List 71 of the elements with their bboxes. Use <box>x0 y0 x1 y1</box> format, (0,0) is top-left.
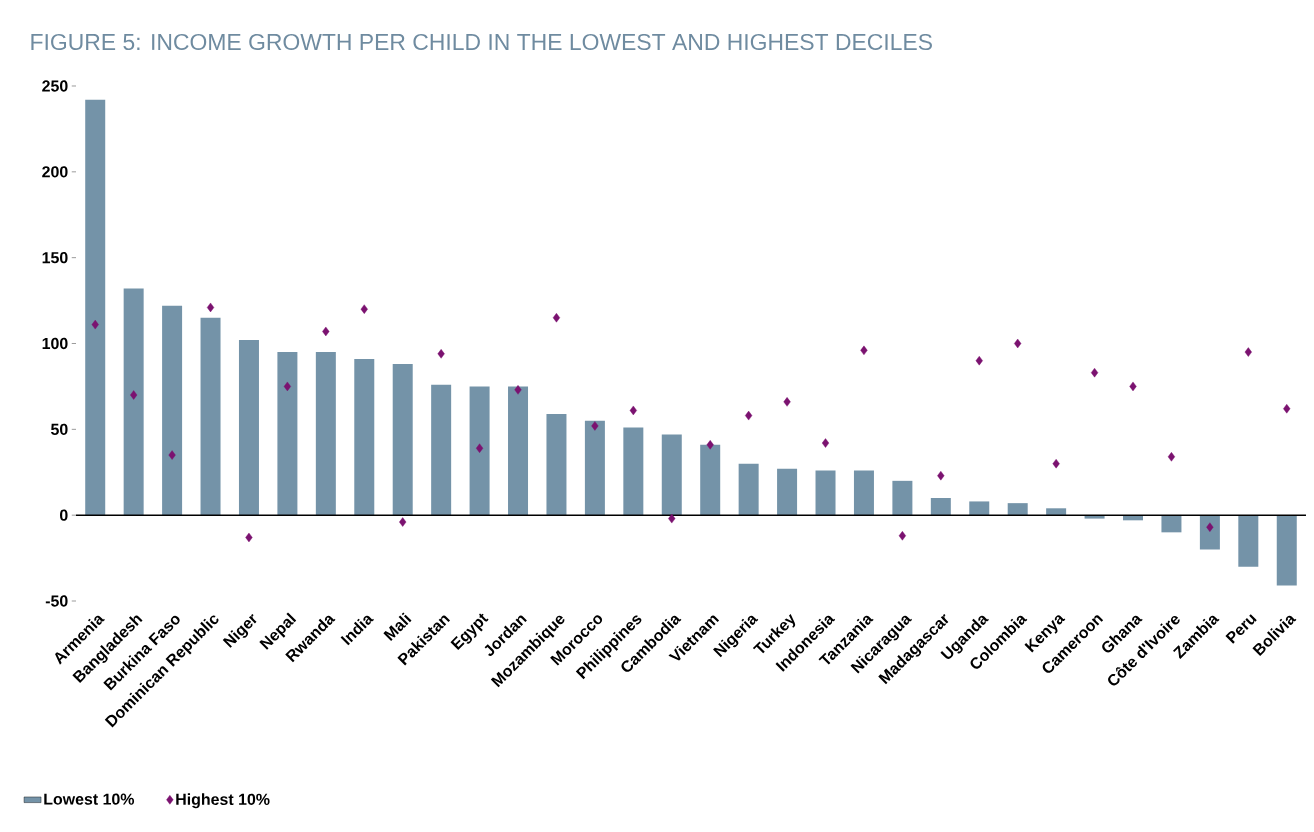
bar <box>853 470 874 516</box>
y-tick-label: 250 <box>42 80 68 92</box>
bar <box>200 317 221 516</box>
y-tick-label: 50 <box>50 423 68 435</box>
point <box>1167 452 1176 462</box>
bar <box>661 434 682 516</box>
y-tick-label: 0 <box>59 509 68 521</box>
point <box>1283 404 1291 414</box>
bar <box>892 480 913 516</box>
bar <box>1161 515 1182 533</box>
point <box>91 319 99 330</box>
bar <box>123 288 144 516</box>
bar <box>315 352 336 516</box>
bar <box>469 386 490 516</box>
point <box>783 397 791 407</box>
point <box>629 405 637 416</box>
bar <box>777 468 798 516</box>
y-tick-label: 150 <box>42 252 68 264</box>
point <box>745 410 753 421</box>
bar <box>162 305 183 516</box>
point <box>399 517 407 527</box>
point <box>1052 458 1060 469</box>
bar <box>815 470 836 516</box>
bar <box>354 358 375 516</box>
point <box>1091 367 1099 378</box>
bar <box>238 340 259 516</box>
legend-label: Highest 10% <box>176 793 270 809</box>
point <box>168 450 176 460</box>
bar <box>277 352 298 516</box>
bar <box>700 444 721 516</box>
point <box>706 440 714 450</box>
bar <box>1276 515 1297 586</box>
bar <box>623 427 644 516</box>
point <box>437 349 445 359</box>
y-tick-label: 200 <box>42 166 68 178</box>
point <box>937 470 945 481</box>
point <box>322 326 330 337</box>
point <box>283 381 291 392</box>
point <box>206 302 215 313</box>
point <box>552 313 561 323</box>
point <box>1244 347 1252 357</box>
bar <box>508 386 529 516</box>
bar <box>584 420 605 516</box>
bar <box>738 463 759 516</box>
y-tick-label: 100 <box>42 337 68 350</box>
y-tick-label: -50 <box>45 595 68 607</box>
point <box>514 385 522 395</box>
chart-title: FIGURE 5: INCOME GROWTH PER CHILD IN THE LOWEST AND HIGHEST DECILES <box>31 33 932 51</box>
point <box>1014 338 1022 349</box>
bar <box>969 501 990 516</box>
bar <box>431 384 452 516</box>
point <box>1206 522 1214 532</box>
point <box>245 532 253 543</box>
bar <box>930 498 951 516</box>
bar <box>1238 515 1259 567</box>
point <box>668 513 676 524</box>
point <box>860 345 868 356</box>
bar <box>85 99 106 516</box>
point <box>591 421 599 431</box>
point <box>898 531 906 541</box>
bar <box>546 413 567 516</box>
point <box>476 443 484 453</box>
legend-label: Lowest 10% <box>44 793 135 805</box>
point <box>130 390 138 400</box>
point <box>975 355 983 366</box>
point <box>821 438 830 448</box>
bar <box>1199 515 1220 550</box>
bar <box>392 364 413 516</box>
bar <box>1007 503 1028 516</box>
point <box>1129 381 1137 392</box>
point <box>360 304 368 314</box>
